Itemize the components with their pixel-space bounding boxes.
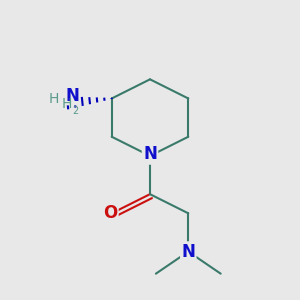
Text: N: N (181, 243, 195, 261)
Text: H: H (49, 92, 59, 106)
Text: H: H (61, 98, 72, 111)
Text: O: O (103, 204, 117, 222)
Text: N: N (143, 146, 157, 164)
Text: 2: 2 (72, 106, 78, 116)
Text: N: N (65, 86, 79, 104)
